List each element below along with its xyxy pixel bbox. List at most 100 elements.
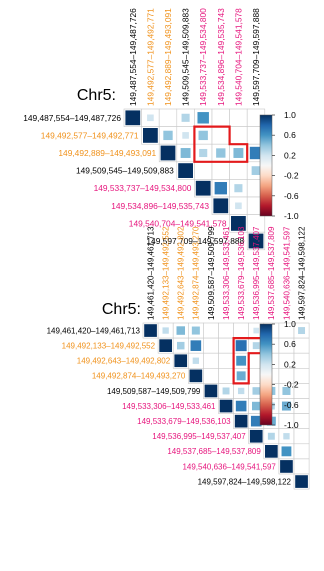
row-label: 149,536,995–149,537,407	[152, 432, 246, 441]
grid-cell	[158, 108, 178, 127]
grid-cell	[211, 108, 230, 127]
column-label: 149,533,679–149,536,103	[237, 226, 246, 320]
heatmap-cell	[163, 130, 173, 141]
heatmap-cell	[235, 400, 247, 412]
grid-cell	[203, 352, 219, 369]
grid-cell	[293, 352, 310, 369]
heatmap-cell	[250, 415, 262, 427]
heatmap-cell	[214, 182, 227, 195]
row-label: 149,540,636–149,541,597	[182, 462, 276, 471]
heatmap-cell	[249, 146, 263, 160]
heatmap-cell	[178, 163, 193, 178]
heatmap-cell	[174, 354, 188, 368]
heatmap-cell	[143, 128, 158, 143]
heatmap-cell	[237, 387, 245, 395]
column-label: 149,540,704–149,541,578	[233, 8, 243, 106]
heatmap-cell	[234, 184, 243, 193]
column-label: 149,533,306–149,533,461	[222, 226, 231, 320]
grid-cell	[293, 337, 310, 354]
heatmap-cell	[198, 130, 208, 141]
row-label: 149,492,889–149,493,091	[58, 148, 156, 158]
colorbar-tick-label: -0.2	[284, 380, 299, 390]
colorbar-tick-label: 0.6	[284, 130, 296, 140]
heatmap-cell	[147, 114, 154, 122]
colorbar: 1.0 0.6 0.2 -0.2 -0.6 -1.0	[259, 319, 299, 430]
colorbar-tick-label: 0.2	[284, 359, 296, 369]
heatmap-cell	[182, 132, 189, 139]
heatmap-cell	[283, 433, 290, 440]
row-label: 149,533,737–149,534,800	[94, 183, 192, 193]
heatmap-cell	[281, 401, 291, 411]
highlight-box	[193, 125, 249, 163]
heatmap-cell	[253, 327, 260, 334]
column-label: 149,492,889–149,493,091	[163, 8, 173, 106]
column-label: 149,492,643–149,492,802	[177, 226, 186, 320]
heatmap-cell	[234, 414, 248, 428]
colorbar-tick-label: -1.0	[284, 211, 299, 221]
row-label: 149,492,577–149,492,771	[41, 130, 139, 140]
heatmap-cell	[235, 202, 242, 210]
column-label: 149,536,995–149,537,407	[252, 226, 261, 320]
heatmap-cell	[192, 357, 200, 364]
grid-cell	[218, 367, 234, 384]
heatmap-cell	[159, 339, 172, 352]
grid-cell	[233, 322, 250, 339]
column-label: 149,492,133–149,492,552	[162, 226, 171, 320]
column-label: 149,540,636–149,541,597	[282, 226, 291, 320]
heatmap-panel-1: Chr5: 149,487,554–149,487,726 149,492,577–…	[23, 8, 299, 251]
column-label: 149,533,737–149,534,800	[198, 8, 208, 106]
grid-cell	[211, 161, 230, 180]
heatmap-cell	[265, 445, 278, 458]
column-label: 149,597,824–149,598,122	[297, 226, 306, 320]
heatmap-cell	[180, 148, 191, 158]
grid-cell	[229, 161, 248, 180]
row-label: 149,492,643–149,492,802	[77, 357, 171, 366]
heatmap-cell	[280, 460, 293, 473]
heatmap-cell	[248, 233, 264, 249]
heatmap-cell	[235, 340, 247, 352]
heatmap-cell	[190, 340, 202, 351]
row-label: 149,533,306–149,533,461	[122, 402, 216, 411]
heatmap-cell	[222, 387, 230, 395]
heatmap-cell	[144, 324, 157, 337]
chart-title: Chr5:	[77, 87, 116, 104]
grid-cell	[293, 458, 310, 475]
heatmap-cell	[213, 198, 229, 214]
colorbar-gradient	[259, 114, 273, 217]
colorbar-gradient	[259, 323, 273, 426]
row-label: 149,509,587–149,509,799	[107, 387, 201, 396]
row-label: 149,534,896–149,535,743	[111, 201, 209, 211]
row-label: 149,492,133–149,492,552	[62, 342, 156, 351]
heatmap-cell	[251, 166, 261, 175]
heatmap-cell	[252, 342, 260, 350]
row-label: 149,533,679–149,536,103	[137, 417, 231, 426]
heatmap-cell	[249, 429, 263, 443]
heatmap-cell	[162, 327, 169, 334]
colorbar-tick-label: -0.2	[284, 171, 299, 181]
heatmap-cell	[125, 110, 141, 126]
heatmap-cell	[181, 113, 190, 122]
heatmap-cell	[281, 446, 292, 457]
column-label: 149,597,709–149,597,888	[251, 8, 261, 106]
heatmap-cell	[216, 148, 226, 158]
colorbar-tick-label: 0.6	[284, 339, 296, 349]
heatmap-cell	[236, 371, 246, 381]
row-label: 149,461,420–149,461,713	[47, 326, 141, 335]
colorbar: 1.0 0.6 0.2 -0.2 -0.6 -1.0	[259, 110, 299, 221]
colorbar-tick-label: -1.0	[284, 420, 299, 430]
heatmap-cell	[233, 148, 244, 158]
column-label: 149,537,685–149,537,809	[267, 226, 276, 320]
heatmap-cell	[160, 145, 176, 161]
colorbar-tick-label: 1.0	[284, 319, 296, 329]
heatmap-cell	[282, 386, 291, 395]
heatmap-cell	[251, 401, 261, 411]
colorbar-tick-label: -0.6	[284, 400, 299, 410]
row-label: 149,597,824–149,598,122	[198, 477, 292, 486]
heatmap-cell	[204, 384, 218, 398]
row-label: 149,597,709–149,597,888	[146, 236, 244, 246]
grid-cell	[203, 322, 219, 339]
grid-cell	[203, 337, 219, 354]
heatmap-cell	[298, 327, 306, 335]
grid-cell	[218, 352, 234, 369]
heatmap-cell	[252, 387, 261, 395]
